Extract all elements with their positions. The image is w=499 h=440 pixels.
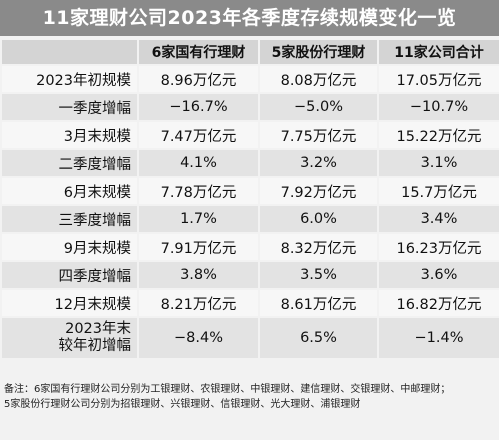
table-row: 2023年末 较年初增幅 −8.4% 6.5% −1.4% — [0, 318, 499, 358]
table-row: 三季度增幅 1.7% 6.0% 3.4% — [0, 206, 499, 232]
table-cell: 7.91万亿元 — [137, 234, 258, 260]
table-cell: 1.7% — [137, 206, 258, 232]
table-cell: −10.7% — [377, 94, 499, 120]
table-cell: 8.21万亿元 — [137, 290, 258, 316]
row-label: 9月末规模 — [0, 234, 137, 260]
page-title: 11家理财公司2023年各季度存续规模变化一览 — [0, 0, 499, 36]
table-cell: 17.05万亿元 — [377, 66, 499, 92]
table-row: 2023年初规模 8.96万亿元 8.08万亿元 17.05万亿元 — [0, 66, 499, 92]
row-label: 三季度增幅 — [0, 206, 137, 232]
table-row: 12月末规模 8.21万亿元 8.61万亿元 16.82万亿元 — [0, 290, 499, 316]
row-label: 2023年末 较年初增幅 — [0, 318, 137, 358]
table-header-row: 6家国有行理财 5家股份行理财 11家公司合计 — [0, 40, 499, 64]
table-cell: 15.7万亿元 — [377, 178, 499, 204]
table-cell: 7.75万亿元 — [258, 122, 377, 148]
table-cell: 8.61万亿元 — [258, 290, 377, 316]
table-cell: 3.8% — [137, 262, 258, 288]
header-joint-stock-banks: 5家股份行理财 — [258, 40, 377, 64]
table-row: 一季度增幅 −16.7% −5.0% −10.7% — [0, 94, 499, 120]
table-cell: 8.08万亿元 — [258, 66, 377, 92]
table-cell: 16.23万亿元 — [377, 234, 499, 260]
table-cell: −8.4% — [137, 318, 258, 358]
row-label: 二季度增幅 — [0, 150, 137, 176]
table-cell: 3.6% — [377, 262, 499, 288]
table-row: 二季度增幅 4.1% 3.2% 3.1% — [0, 150, 499, 176]
table-cell: 15.22万亿元 — [377, 122, 499, 148]
table-cell: 8.32万亿元 — [258, 234, 377, 260]
footnote-line2: 5家股份行理财公司分别为招银理财、兴银理财、信银理财、光大理财、浦银理财 — [4, 399, 361, 410]
row-label: 一季度增幅 — [0, 94, 137, 120]
scale-table: 6家国有行理财 5家股份行理财 11家公司合计 2023年初规模 8.96万亿元… — [0, 38, 499, 360]
table-cell: 7.47万亿元 — [137, 122, 258, 148]
table-cell: 3.1% — [377, 150, 499, 176]
table-cell: 7.92万亿元 — [258, 178, 377, 204]
row-label: 四季度增幅 — [0, 262, 137, 288]
table-cell: 6.5% — [258, 318, 377, 358]
header-corner — [0, 40, 137, 64]
table-row: 四季度增幅 3.8% 3.5% 3.6% — [0, 262, 499, 288]
table-row: 6月末规模 7.78万亿元 7.92万亿元 15.7万亿元 — [0, 178, 499, 204]
table-cell: 3.5% — [258, 262, 377, 288]
table-cell: 8.96万亿元 — [137, 66, 258, 92]
row-label: 6月末规模 — [0, 178, 137, 204]
row-label-line1: 2023年末 — [65, 321, 131, 337]
row-label: 3月末规模 — [0, 122, 137, 148]
table-cell: 7.78万亿元 — [137, 178, 258, 204]
table-cell: 4.1% — [137, 150, 258, 176]
header-total: 11家公司合计 — [377, 40, 499, 64]
table-cell: −1.4% — [377, 318, 499, 358]
footnote-line1: 备注：6家国有行理财公司分别为工银理财、农银理财、中银理财、建信理财、交银理财、… — [4, 384, 451, 395]
table-row: 9月末规模 7.91万亿元 8.32万亿元 16.23万亿元 — [0, 234, 499, 260]
header-state-banks: 6家国有行理财 — [137, 40, 258, 64]
table-cell: −5.0% — [258, 94, 377, 120]
row-label: 2023年初规模 — [0, 66, 137, 92]
table-row: 3月末规模 7.47万亿元 7.75万亿元 15.22万亿元 — [0, 122, 499, 148]
table-cell: 6.0% — [258, 206, 377, 232]
table-cell: 3.2% — [258, 150, 377, 176]
table-cell: 16.82万亿元 — [377, 290, 499, 316]
row-label-line2: 较年初增幅 — [58, 338, 132, 354]
table-cell: −16.7% — [137, 94, 258, 120]
footnote: 备注：6家国有行理财公司分别为工银理财、农银理财、中银理财、建信理财、交银理财、… — [4, 382, 495, 412]
table-cell: 3.4% — [377, 206, 499, 232]
row-label: 12月末规模 — [0, 290, 137, 316]
